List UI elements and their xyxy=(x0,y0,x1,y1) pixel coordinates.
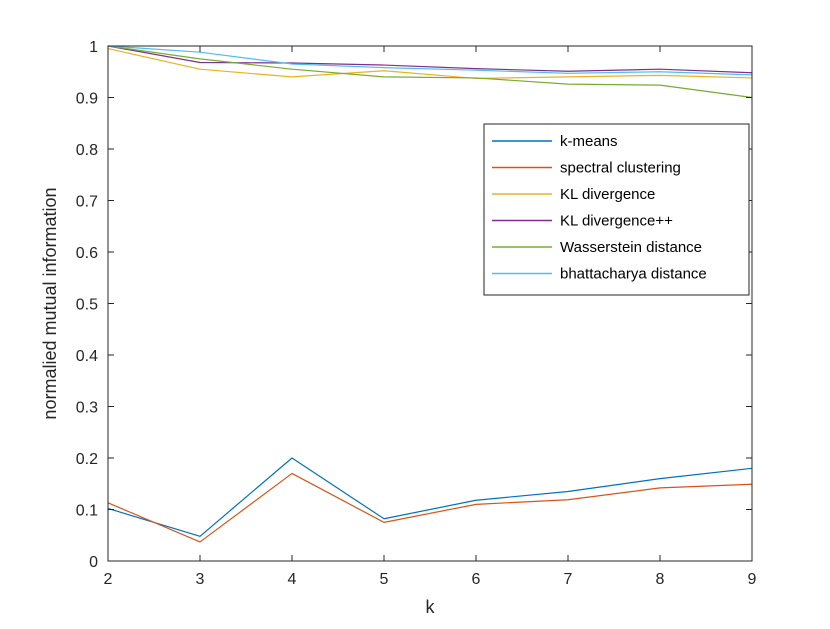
x-tick-label: 2 xyxy=(104,571,113,588)
y-tick-label: 0.4 xyxy=(76,348,98,365)
x-tick-label: 9 xyxy=(748,571,757,588)
legend-label-2: KL divergence xyxy=(560,186,655,203)
y-tick-label: 0 xyxy=(89,554,98,571)
legend-label-0: k-means xyxy=(560,133,618,150)
series-line-2 xyxy=(107,47,753,80)
x-tick-label: 8 xyxy=(656,571,665,588)
series-line-4 xyxy=(107,45,753,99)
y-axis-label: normalied mutual information xyxy=(40,187,60,419)
y-tick-label: 0.2 xyxy=(76,451,98,468)
x-axis-label: k xyxy=(426,597,436,617)
y-tick-label: 0.5 xyxy=(76,297,98,314)
plot-area xyxy=(108,46,752,561)
y-tick-label: 0.7 xyxy=(76,194,98,211)
legend-label-4: Wasserstein distance xyxy=(560,239,702,256)
ticks-layer: 2 3 4 5 6 7 8 9 0 0.1 0.2 0.3 0.4 0.5 0.6 0.7 0.8 0.9 1 xyxy=(76,39,757,588)
legend: k-means spectral clustering KL divergence K… xyxy=(483,123,750,296)
x-tick-label: 3 xyxy=(196,571,205,588)
x-tick-label: 6 xyxy=(472,571,481,588)
x-tick-label: 7 xyxy=(564,571,573,588)
series-line-0 xyxy=(107,457,753,537)
legend-label-1: spectral clustering xyxy=(560,160,681,177)
legend-label-3: KL divergence++ xyxy=(560,213,673,230)
y-tick-label: 0.8 xyxy=(76,142,98,159)
series-line-3 xyxy=(107,45,753,74)
x-tick-label: 4 xyxy=(288,571,297,588)
y-tick-label: 0.6 xyxy=(76,245,98,262)
y-tick-label: 0.1 xyxy=(76,503,98,520)
y-tick-label: 0.3 xyxy=(76,400,98,417)
y-tick-label: 1 xyxy=(89,39,98,56)
legend-label-5: bhattacharya distance xyxy=(560,266,707,283)
series-line-5 xyxy=(107,45,753,76)
series-layer xyxy=(107,45,753,543)
series-line-1 xyxy=(107,472,753,543)
x-tick-label: 5 xyxy=(380,571,389,588)
y-tick-label: 0.9 xyxy=(76,91,98,108)
legend-box xyxy=(483,123,750,296)
